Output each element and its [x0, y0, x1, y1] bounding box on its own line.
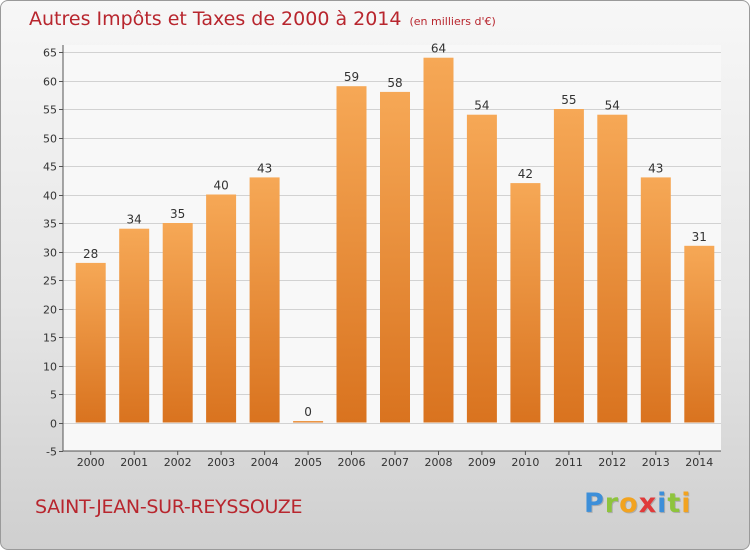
x-tick-label: 2011	[555, 456, 583, 469]
bar	[293, 421, 324, 423]
logo-letter: r	[604, 488, 620, 519]
bar	[466, 114, 497, 423]
chart-title: Autres Impôts et Taxes de 2000 à 2014 (en…	[29, 8, 496, 30]
y-tick-label: 20	[43, 304, 57, 317]
y-tick-label: 5	[50, 389, 57, 402]
bar	[162, 223, 193, 423]
x-tick-label: 2004	[251, 456, 279, 469]
data-labels: 28 34 35 40 43 0 59 58 64 54 42 55 54 43 31	[83, 42, 707, 419]
y-tick-label: 40	[43, 190, 57, 203]
x-tick-label: 2010	[511, 456, 539, 469]
y-tick-label: 25	[43, 275, 57, 288]
logo-letter: i	[681, 488, 692, 519]
data-label: 40	[213, 179, 228, 193]
y-tick-label: 0	[50, 418, 57, 431]
data-label: 35	[170, 207, 185, 221]
y-tick-label: 45	[43, 161, 57, 174]
y-tick-label: 65	[43, 47, 57, 60]
bar	[510, 183, 541, 423]
y-tick-label: 15	[43, 332, 57, 345]
data-label: 0	[304, 405, 312, 419]
logo-letter: t	[667, 488, 682, 519]
data-label: 43	[257, 161, 272, 175]
bar	[597, 114, 628, 423]
y-tick-label: -5	[46, 446, 57, 459]
x-tick-label: 2012	[598, 456, 626, 469]
bar	[206, 194, 237, 423]
y-tick-label: 55	[43, 104, 57, 117]
y-axis-ticks: -5 0 5 10 15 20 25 30 35 40 45 50 55 60 65	[43, 47, 63, 459]
x-tick-label: 2014	[685, 456, 713, 469]
y-tick-label: 50	[43, 133, 57, 146]
data-label: 55	[561, 93, 576, 107]
bar	[119, 228, 150, 423]
x-axis-ticks: 2000 2001 2002 2003 2004 2005 2006 2007 2008 2009…	[77, 451, 713, 469]
logo-letter: o	[619, 488, 639, 519]
data-label: 54	[474, 99, 489, 113]
bar	[640, 177, 671, 423]
data-label: 34	[127, 213, 142, 227]
commune-name: SAINT-JEAN-SUR-REYSSOUZE	[35, 496, 303, 518]
y-tick-label: 30	[43, 247, 57, 260]
x-tick-label: 2001	[120, 456, 148, 469]
bar	[423, 57, 454, 423]
bar	[249, 177, 280, 423]
bar	[684, 245, 715, 423]
data-label: 59	[344, 70, 359, 84]
x-tick-label: 2008	[425, 456, 453, 469]
bar	[336, 86, 367, 423]
chart-subtitle: (en milliers d'€)	[409, 15, 496, 28]
data-label: 54	[605, 99, 620, 113]
bar	[553, 109, 584, 423]
proxiti-logo: Proxiti	[584, 488, 692, 519]
logo-letter: x	[638, 488, 658, 519]
x-tick-label: 2002	[164, 456, 192, 469]
bars	[75, 57, 715, 423]
bar	[75, 262, 106, 423]
x-tick-label: 2006	[338, 456, 366, 469]
y-tick-label: 10	[43, 361, 57, 374]
x-tick-label: 2003	[207, 456, 235, 469]
logo-letter: P	[584, 488, 605, 519]
y-tick-label: 35	[43, 218, 57, 231]
data-label: 64	[431, 42, 446, 56]
x-tick-label: 2013	[642, 456, 670, 469]
chart-title-text: Autres Impôts et Taxes de 2000 à 2014	[29, 8, 402, 30]
x-tick-label: 2007	[381, 456, 409, 469]
data-label: 28	[83, 247, 98, 261]
bar	[380, 91, 410, 423]
data-label: 43	[648, 161, 663, 175]
x-tick-label: 2009	[468, 456, 496, 469]
x-tick-label: 2000	[77, 456, 105, 469]
data-label: 42	[518, 167, 533, 181]
y-tick-label: 60	[43, 76, 57, 89]
data-label: 58	[387, 76, 402, 90]
data-label: 31	[692, 230, 707, 244]
x-tick-label: 2005	[294, 456, 322, 469]
logo-letter: i	[657, 488, 668, 519]
